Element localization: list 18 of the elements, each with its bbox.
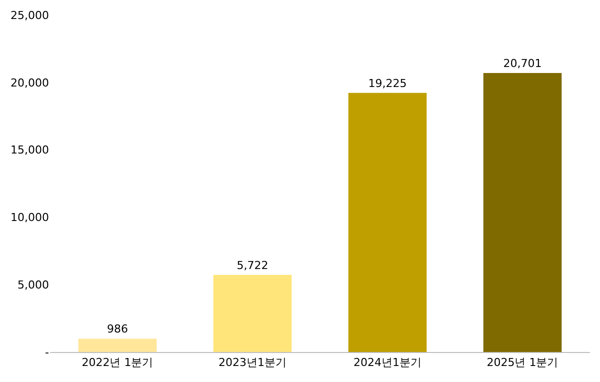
y-tick-label: 10,000 [10, 211, 49, 224]
data-label: 986 [107, 322, 128, 336]
x-tick-label: 2023년1분기 [218, 356, 286, 370]
x-tick-label: 2025년 1분기 [486, 356, 558, 370]
y-tick-label: 25,000 [10, 8, 49, 22]
y-tick-label: 20,000 [10, 76, 49, 90]
x-tick-label: 2022년 1분기 [82, 356, 154, 370]
data-label: 5,722 [236, 258, 268, 272]
data-label: 20,701 [503, 56, 542, 70]
y-tick-label: 5,000 [18, 278, 49, 292]
data-label: 19,225 [368, 76, 407, 90]
bar [348, 92, 427, 352]
bar [78, 338, 157, 352]
bar [483, 72, 562, 352]
y-tick-label: - [45, 346, 50, 359]
y-tick-label: 15,000 [10, 144, 49, 157]
x-tick-label: 2024년1분기 [354, 356, 422, 370]
bar [213, 274, 292, 352]
